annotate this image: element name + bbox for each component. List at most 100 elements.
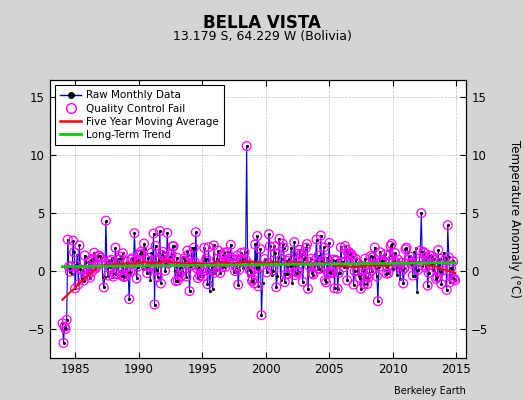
Point	[144, 255, 152, 261]
Point	[224, 259, 233, 266]
Point	[216, 270, 224, 276]
Point	[278, 240, 287, 247]
Point	[208, 264, 216, 270]
Point	[104, 272, 112, 279]
Point	[447, 264, 455, 271]
Point	[196, 273, 204, 279]
Point	[102, 218, 110, 224]
Point	[340, 264, 348, 270]
Point	[135, 256, 143, 263]
Point	[330, 285, 339, 292]
Point	[394, 256, 402, 263]
Point	[134, 263, 142, 270]
Point	[417, 210, 425, 216]
Point	[281, 271, 290, 278]
Point	[272, 284, 280, 290]
Point	[414, 266, 422, 273]
Point	[90, 250, 99, 256]
Point	[425, 252, 434, 259]
Point	[72, 262, 80, 268]
Point	[363, 281, 372, 287]
Point	[189, 262, 197, 268]
Point	[365, 270, 374, 277]
Point	[130, 230, 139, 236]
Point	[296, 247, 304, 253]
Point	[325, 240, 333, 246]
Legend: Raw Monthly Data, Quality Control Fail, Five Year Moving Average, Long-Term Tren: Raw Monthly Data, Quality Control Fail, …	[55, 85, 224, 145]
Point	[219, 252, 227, 258]
Point	[293, 270, 302, 276]
Point	[332, 257, 341, 263]
Point	[373, 273, 381, 280]
Point	[348, 254, 357, 260]
Point	[252, 265, 260, 272]
Point	[133, 275, 141, 282]
Point	[304, 286, 312, 292]
Point	[284, 271, 292, 277]
Point	[312, 236, 321, 243]
Point	[238, 256, 247, 262]
Point	[344, 250, 353, 257]
Point	[285, 256, 293, 262]
Point	[298, 250, 306, 257]
Point	[381, 251, 389, 258]
Point	[63, 236, 72, 243]
Point	[184, 252, 193, 258]
Point	[245, 261, 253, 267]
Point	[294, 268, 303, 275]
Point	[103, 260, 111, 267]
Point	[271, 250, 279, 256]
Point	[116, 253, 125, 260]
Point	[228, 256, 237, 262]
Point	[121, 273, 129, 280]
Point	[84, 272, 92, 279]
Point	[227, 256, 236, 262]
Point	[306, 259, 314, 265]
Point	[125, 296, 133, 302]
Point	[81, 252, 89, 259]
Point	[333, 286, 342, 292]
Point	[263, 269, 271, 276]
Point	[156, 228, 164, 234]
Point	[145, 264, 154, 270]
Point	[366, 253, 375, 259]
Point	[391, 250, 399, 256]
Point	[127, 256, 136, 263]
Point	[71, 285, 79, 292]
Point	[91, 266, 100, 272]
Point	[416, 248, 424, 254]
Point	[450, 276, 458, 282]
Point	[85, 258, 93, 265]
Point	[148, 261, 157, 268]
Point	[390, 258, 398, 264]
Point	[323, 255, 331, 262]
Point	[110, 270, 118, 276]
Point	[237, 250, 246, 256]
Point	[341, 243, 350, 249]
Point	[360, 281, 368, 287]
Point	[286, 262, 294, 269]
Point	[140, 240, 148, 247]
Point	[105, 258, 113, 264]
Point	[250, 280, 258, 286]
Point	[307, 256, 315, 262]
Point	[246, 267, 254, 274]
Point	[378, 257, 386, 264]
Point	[347, 251, 356, 258]
Point	[331, 258, 340, 264]
Point	[151, 243, 160, 249]
Point	[124, 269, 132, 275]
Point	[159, 249, 167, 255]
Point	[225, 255, 234, 262]
Point	[275, 236, 283, 242]
Point	[194, 275, 202, 281]
Point	[367, 268, 376, 274]
Point	[343, 277, 352, 284]
Point	[418, 262, 427, 269]
Point	[58, 320, 67, 326]
Point	[168, 243, 177, 250]
Point	[64, 264, 73, 270]
Point	[248, 278, 256, 284]
Point	[409, 272, 417, 279]
Point	[436, 256, 444, 262]
